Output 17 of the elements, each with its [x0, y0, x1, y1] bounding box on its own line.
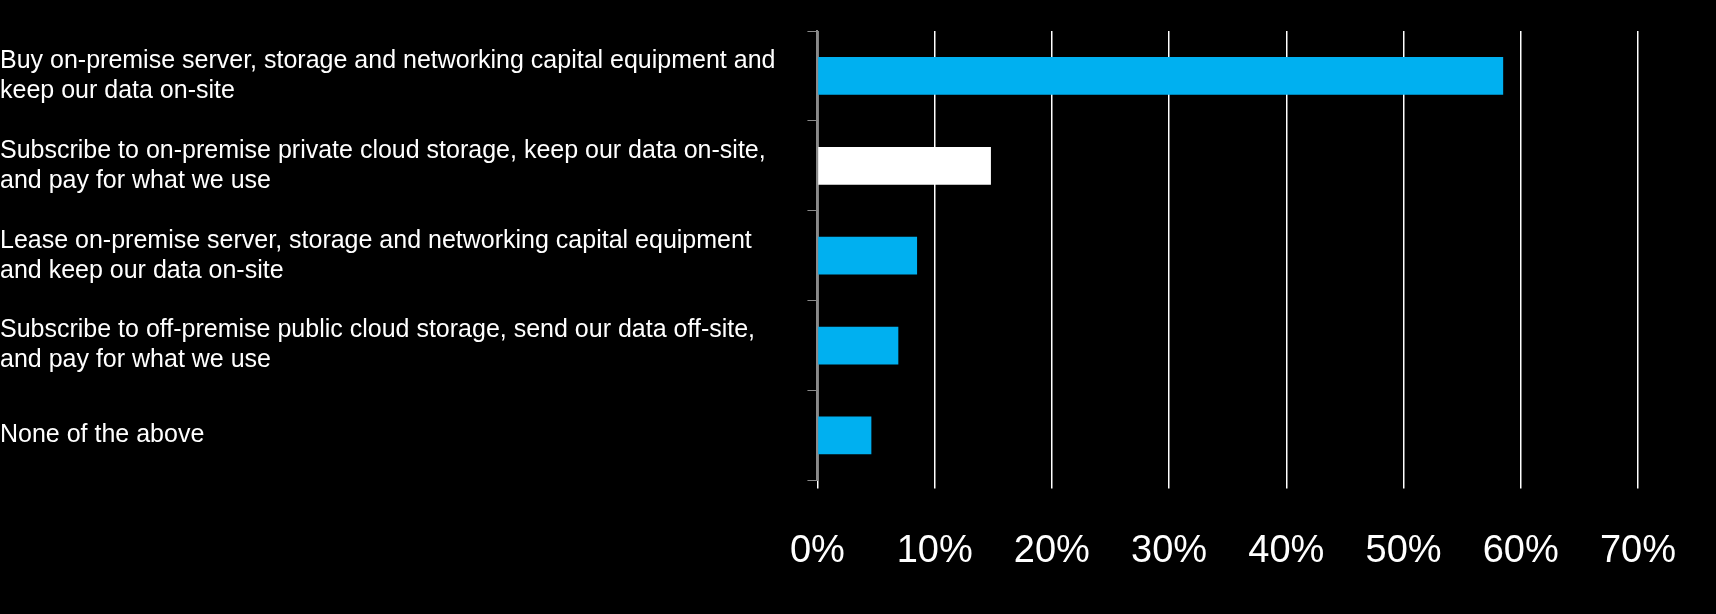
y-tick-label: Lease on-premise server, storage and networking capital equipment and keep our data on-site — [0, 224, 752, 283]
x-tick-label: 20% — [1013, 527, 1090, 570]
x-tick-label: 10% — [896, 527, 973, 570]
x-tick-label: 30% — [1131, 527, 1208, 570]
y-tick-label: None of the above — [0, 419, 205, 448]
x-tick-label: 50% — [1365, 527, 1442, 570]
bar — [818, 326, 899, 365]
y-tick-label: Subscribe to off-premise public cloud storage, send our data off-site, and pay for what we use — [0, 314, 756, 373]
x-tick-label: 0% — [789, 527, 845, 570]
x-tick-label: 60% — [1482, 527, 1559, 570]
bar — [818, 416, 872, 455]
x-tick-label: 40% — [1248, 527, 1325, 570]
y-tick-label: Buy on-premise server, storage and networking capital equipment and keep our data on-site — [0, 44, 776, 103]
bar — [818, 236, 918, 275]
bar — [818, 57, 1504, 95]
x-tick-label: 70% — [1599, 527, 1676, 570]
y-tick-label: Subscribe to on-premise private cloud storage, keep our data on-site, and pay for what we use — [0, 134, 766, 193]
